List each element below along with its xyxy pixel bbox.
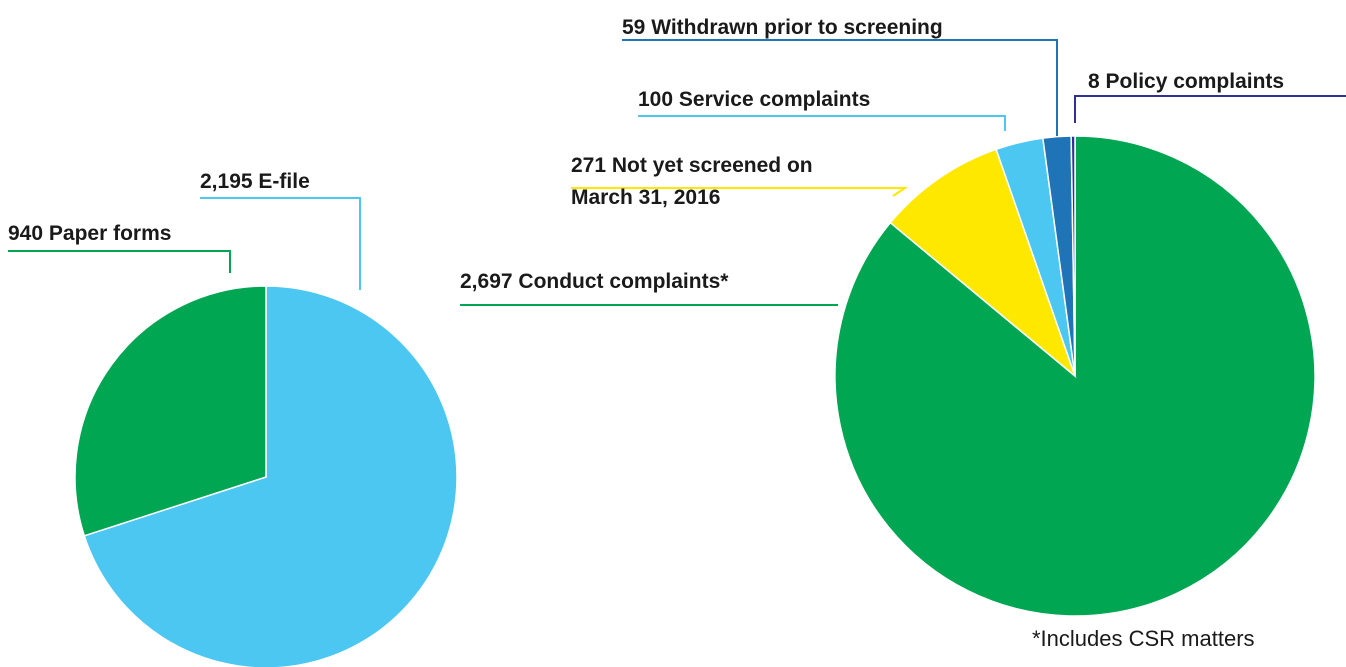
- slice-value-label: 8: [1088, 70, 1100, 93]
- slice-label: 59 Withdrawn prior to screening: [622, 12, 943, 44]
- slice-category: E-file: [258, 170, 310, 193]
- slice-value-label: 2,697: [460, 270, 513, 293]
- slice-category: Paper forms: [48, 222, 172, 245]
- slice-label: 8 Policy complaints: [1088, 66, 1284, 98]
- leader-line: [8, 250, 231, 273]
- slice-value-label: 2,195: [200, 170, 253, 193]
- pie-slice: [889, 148, 1077, 379]
- footnote: *Includes CSR matters: [1032, 626, 1255, 651]
- slice-category: Conduct complaints*: [518, 270, 729, 293]
- slice-category: Not yet screened on March 31, 2016: [571, 154, 813, 209]
- leader-line: [1074, 95, 1346, 123]
- pie-slice: [74, 285, 267, 537]
- slice-value-label: 59: [622, 16, 646, 39]
- slice-label: 271 Not yet screened on March 31, 2016: [571, 150, 821, 214]
- leader-line: [571, 187, 909, 197]
- slice-category: Withdrawn prior to screening: [651, 16, 943, 39]
- leader-line: [638, 115, 1006, 131]
- slice-value-label: 940: [8, 222, 44, 245]
- slice-label: 940 Paper forms: [8, 218, 171, 250]
- slice-category: Service complaints: [678, 88, 871, 111]
- slice-category: Policy complaints: [1105, 70, 1285, 93]
- pie-slice: [1070, 135, 1076, 377]
- slice-label: 2,697 Conduct complaints*: [460, 266, 728, 298]
- leader-line: [622, 39, 1058, 136]
- slice-value-label: 100: [638, 88, 674, 111]
- slice-label: 100 Service complaints: [638, 84, 870, 116]
- slice-label: 2,195 E-file: [200, 166, 310, 198]
- slice-value-label: 271: [571, 154, 607, 177]
- leader-line: [200, 197, 361, 290]
- pie-slice: [83, 285, 458, 667]
